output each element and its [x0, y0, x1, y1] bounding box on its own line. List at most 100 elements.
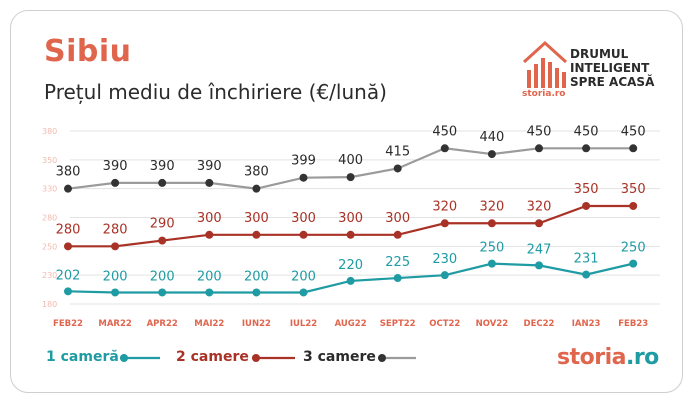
data-label: 202 [56, 268, 81, 283]
data-label: 300 [338, 211, 363, 226]
x-tick-label: FEB22 [53, 319, 83, 329]
data-label: 290 [150, 217, 175, 232]
data-point [582, 201, 591, 210]
data-label: 415 [385, 144, 410, 159]
data-label: 380 [244, 165, 269, 180]
data-label: 450 [574, 124, 599, 139]
data-point [393, 164, 402, 173]
legend-marker-one-room [120, 354, 128, 362]
data-point [440, 271, 449, 280]
data-point [346, 173, 355, 182]
data-label: 200 [150, 269, 175, 284]
legend-label-one-room: 1 cameră [46, 349, 119, 365]
x-tick-label: IUL22 [290, 319, 317, 329]
storia-brand-logo: storia.ro [557, 345, 659, 370]
data-label: 399 [291, 154, 316, 169]
data-point [252, 184, 261, 193]
logo-small-word: storia.ro [522, 89, 566, 99]
data-point [158, 178, 167, 187]
data-point [158, 236, 167, 245]
legend-marker-three-rooms [378, 354, 386, 362]
x-tick-label: AUG22 [335, 319, 367, 329]
data-label: 390 [197, 159, 222, 174]
logo-slogan: DRUMUL INTELIGENT SPRE ACASĂ [570, 47, 654, 89]
data-point [393, 274, 402, 283]
legend-label-two-rooms: 2 camere [176, 349, 249, 365]
data-point [629, 201, 638, 210]
data-point [205, 230, 214, 239]
data-point [346, 230, 355, 239]
data-label: 320 [432, 199, 457, 214]
y-tick-label: 250 [42, 242, 57, 251]
data-point [111, 242, 120, 251]
data-point [205, 178, 214, 187]
data-label: 280 [103, 222, 128, 237]
legend-marker-two-rooms [252, 354, 260, 362]
data-point [64, 242, 72, 251]
data-label: 400 [338, 153, 363, 168]
data-point [393, 230, 402, 239]
data-point [535, 219, 543, 228]
data-point [487, 259, 496, 268]
legend-label-three-rooms: 3 camere [303, 349, 376, 365]
x-tick-label: MAI22 [194, 319, 224, 329]
y-tick-label: 350 [42, 156, 57, 165]
brand-name: storia [557, 345, 626, 370]
x-tick-label: APR22 [147, 319, 178, 329]
data-label: 320 [527, 199, 552, 214]
data-label: 231 [574, 252, 599, 267]
data-point [64, 184, 72, 193]
data-label: 450 [432, 124, 457, 139]
x-tick-label: IUN22 [242, 319, 271, 329]
logo-slogan-line: SPRE ACASĂ [570, 75, 655, 89]
data-point [535, 261, 543, 270]
data-label: 220 [338, 258, 363, 273]
data-point [629, 259, 638, 268]
data-label: 200 [244, 269, 269, 284]
city-title: Sibiu [44, 34, 132, 69]
data-label: 200 [197, 269, 222, 284]
x-tick-label: FEB23 [618, 319, 648, 329]
x-tick-label: DEC22 [524, 319, 555, 329]
data-point [535, 144, 543, 153]
y-tick-label: 330 [42, 185, 57, 194]
data-point [111, 178, 120, 187]
x-tick-label: IAN23 [572, 319, 601, 329]
data-point [487, 219, 496, 228]
data-point [440, 219, 449, 228]
chart-card [10, 10, 683, 393]
x-tick-label: SEPT22 [380, 319, 416, 329]
chart-subtitle: Prețul mediu de închiriere (€/lună) [44, 80, 387, 104]
data-point [158, 288, 167, 297]
data-label: 350 [574, 182, 599, 197]
data-point [252, 230, 261, 239]
data-label: 200 [103, 269, 128, 284]
logo-slogan-line: INTELIGENT [570, 61, 650, 75]
data-label: 320 [479, 199, 504, 214]
data-point [346, 276, 355, 285]
data-label: 300 [385, 211, 410, 226]
data-label: 300 [291, 211, 316, 226]
data-point [487, 150, 496, 159]
data-label: 250 [479, 241, 504, 256]
data-label: 247 [527, 242, 552, 257]
data-point [252, 288, 261, 297]
data-label: 390 [150, 159, 175, 174]
data-point [205, 288, 214, 297]
data-label: 390 [103, 159, 128, 174]
data-label: 230 [432, 252, 457, 267]
y-tick-label: 380 [42, 127, 57, 136]
data-label: 280 [56, 222, 81, 237]
data-point [111, 288, 120, 297]
data-point [440, 144, 449, 153]
data-label: 300 [197, 211, 222, 226]
data-label: 350 [621, 182, 646, 197]
data-label: 225 [385, 255, 410, 270]
data-point [64, 287, 72, 296]
data-point [582, 270, 591, 279]
brand-domain: .ro [625, 345, 659, 370]
data-label: 250 [621, 241, 646, 256]
x-tick-label: NOV22 [476, 319, 509, 329]
y-tick-label: 180 [42, 300, 57, 309]
